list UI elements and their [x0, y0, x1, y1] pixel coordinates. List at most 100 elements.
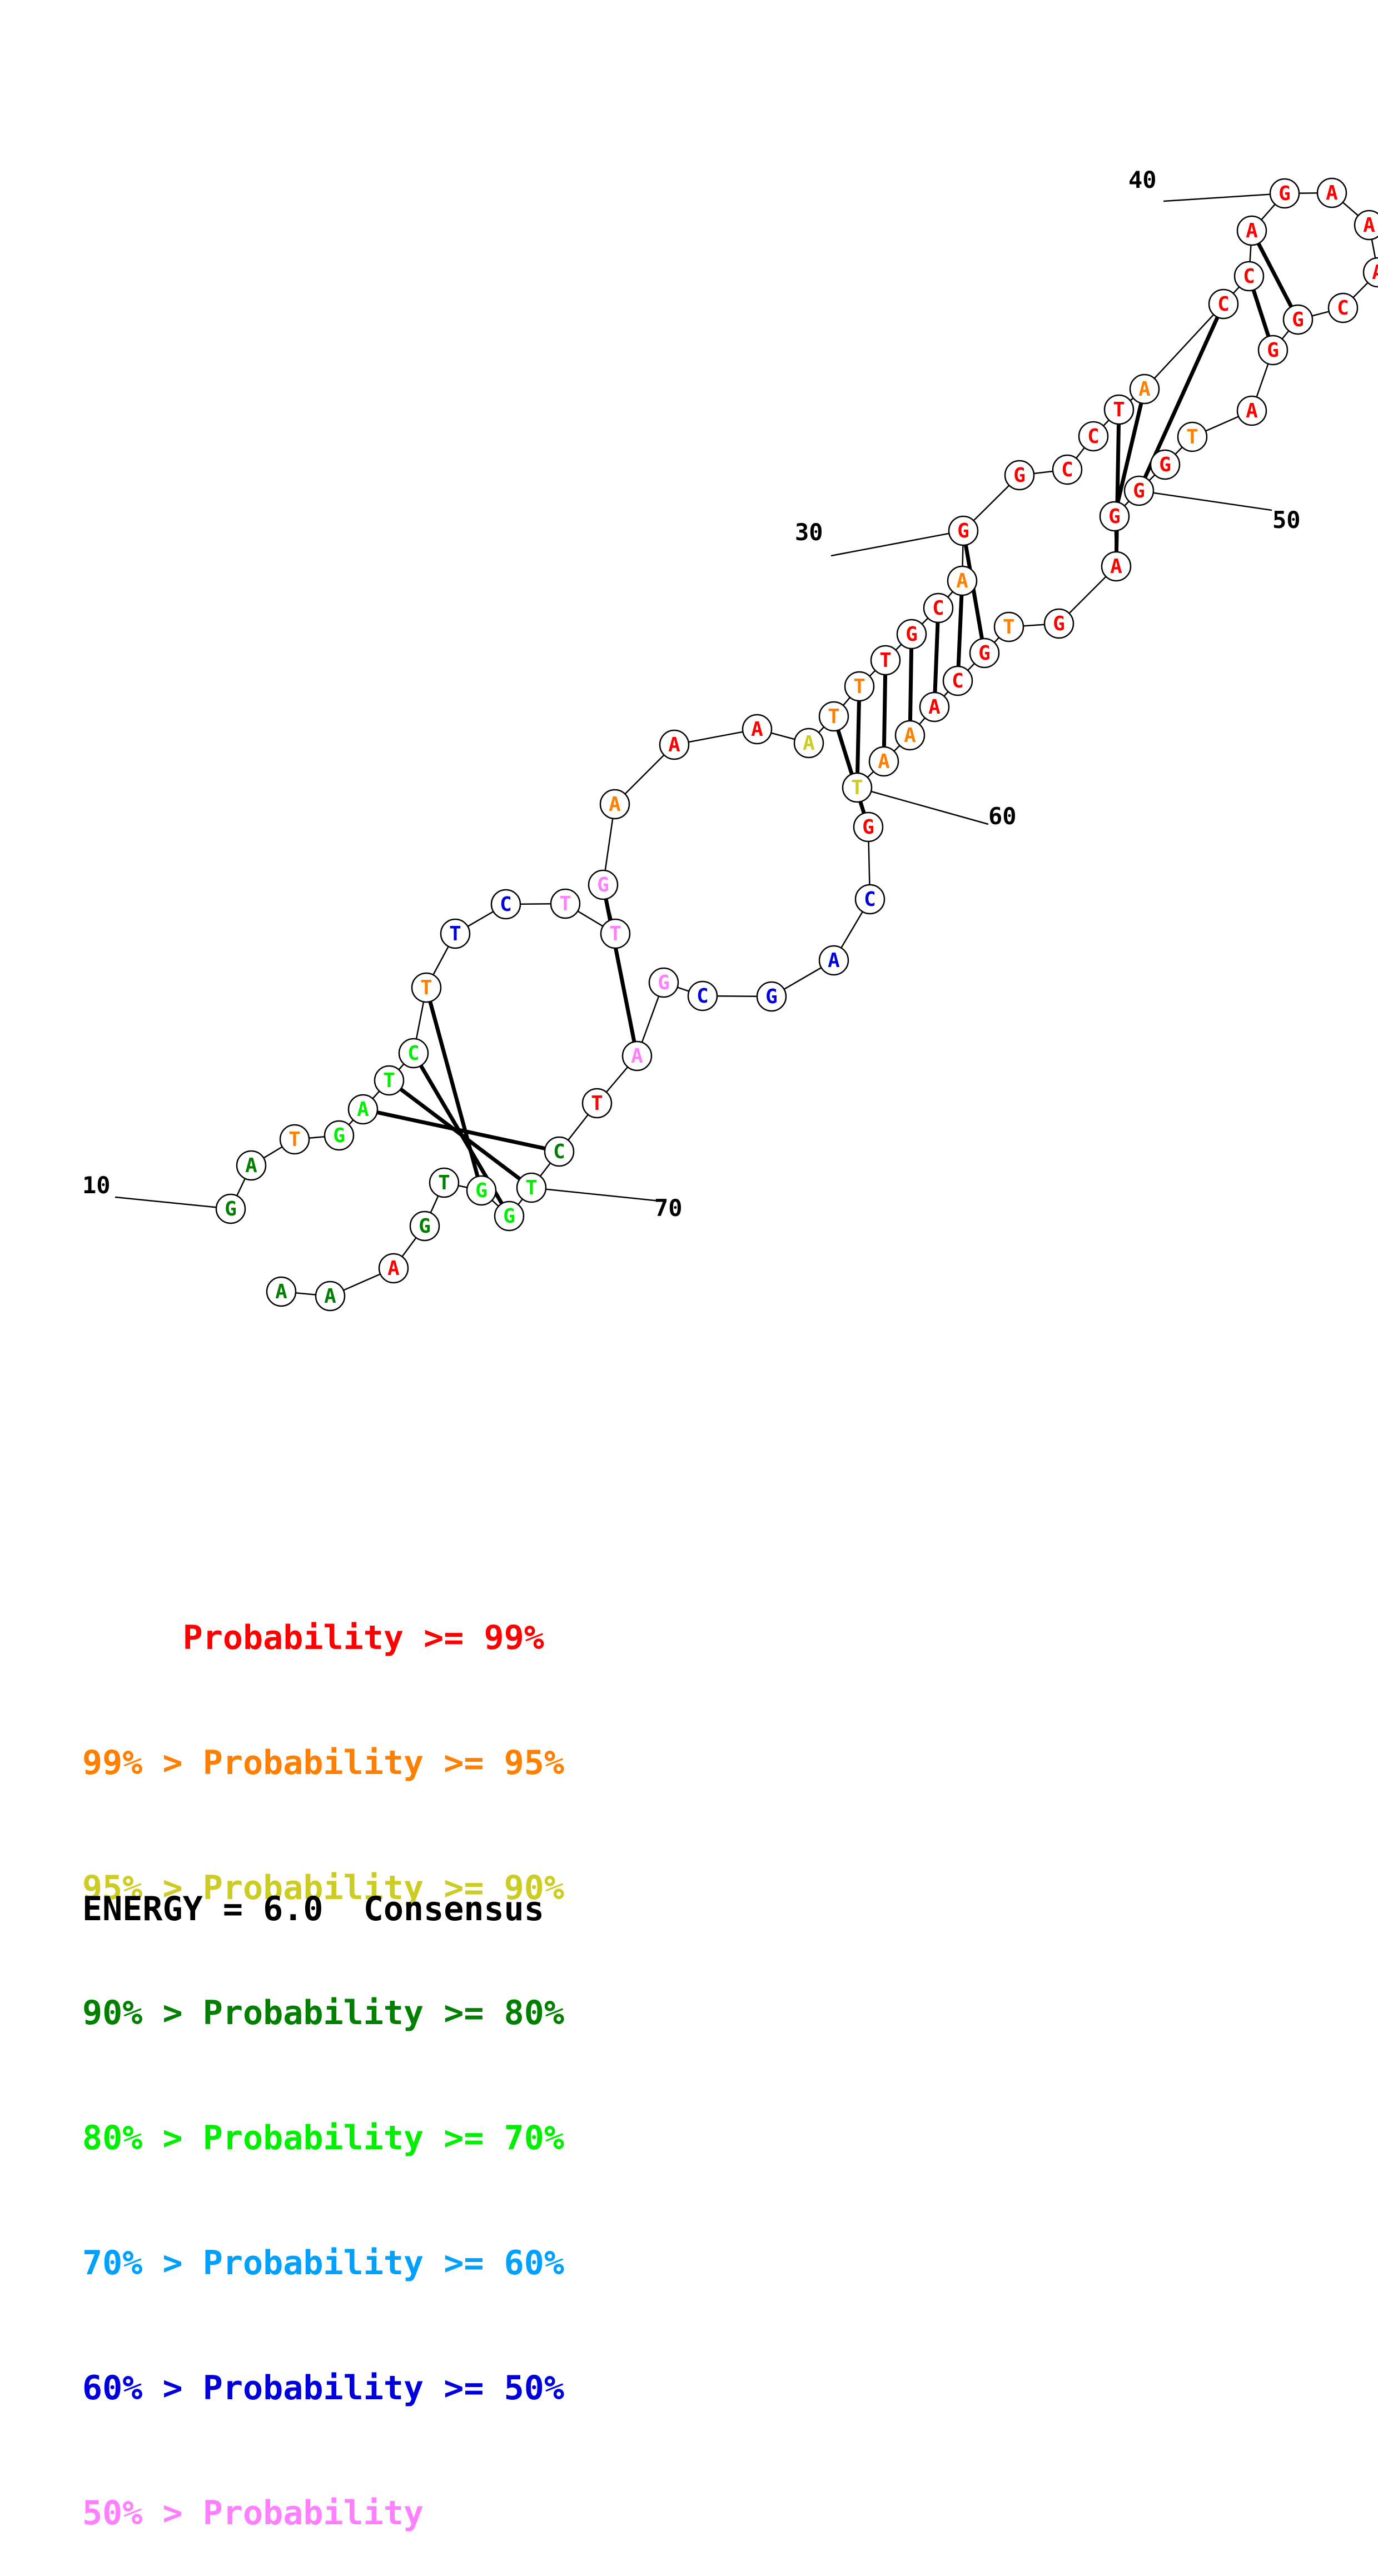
backbone-segment: [1144, 303, 1224, 390]
nucleotide: A: [1236, 395, 1267, 426]
nucleotide: G: [588, 869, 619, 900]
nucleotide-circle: [1103, 394, 1135, 425]
nucleotide-letter: A: [387, 1257, 400, 1280]
nucleotide-letter: A: [275, 1280, 287, 1303]
base-pair-bond: [1112, 388, 1147, 517]
nucleotide-letter: A: [751, 718, 763, 741]
base-pair-bond: [961, 530, 987, 654]
nucleotide: A: [947, 565, 978, 596]
nucleotide: G: [969, 637, 1000, 669]
nucleotide: G: [756, 981, 787, 1012]
nucleotide-letter: T: [559, 893, 571, 915]
nucleotide-letter: C: [1061, 459, 1073, 481]
nucleotide-circle: [544, 1136, 575, 1167]
nucleotide: C: [854, 884, 885, 915]
nucleotide-circle: [1043, 608, 1074, 639]
nucleotide: T: [1177, 421, 1208, 452]
nucleotide: A: [894, 720, 926, 751]
nucleotide-circle: [398, 1038, 429, 1069]
nucleotide-circle: [600, 918, 631, 949]
nucleotide: A: [621, 1040, 653, 1072]
position-label: 70: [654, 1194, 683, 1222]
nucleotide-circle: [923, 592, 954, 624]
nucleotide-circle: [1233, 261, 1265, 292]
nucleotide: A: [742, 714, 773, 745]
nucleotide-circle: [1327, 292, 1359, 323]
nucleotide: T: [429, 1167, 460, 1198]
nucleotide: A: [793, 728, 824, 759]
nucleotide-circle: [599, 789, 630, 820]
nucleotide-letter: C: [697, 985, 709, 1008]
nucleotide-circle: [490, 889, 521, 920]
legend-entry: 90% > Probability >= 80%: [82, 1994, 564, 2032]
nucleotide: A: [919, 691, 950, 723]
nucleotide: T: [516, 1172, 547, 1203]
nucleotide-letter: G: [475, 1179, 487, 1202]
energy-label: ENERGY = 6.0 Consensus: [82, 1890, 544, 1929]
legend-entry: 60% > Probability >= 50%: [82, 2369, 564, 2408]
base-pair-bond: [956, 580, 964, 681]
nucleotide-letter: A: [1363, 214, 1375, 237]
nucleotide: A: [315, 1280, 346, 1312]
nucleotide-letter: C: [407, 1042, 420, 1065]
nucleotide-circle: [854, 884, 885, 915]
nucleotide-circle: [919, 691, 950, 723]
nucleotide-circle: [215, 1193, 246, 1224]
nucleotide-circle: [266, 1276, 297, 1307]
nucleotide-circle: [236, 1150, 267, 1181]
nucleotide-circle: [818, 701, 849, 732]
nucleotide: T: [279, 1124, 310, 1155]
nucleotide-nodes: GATGATCTTCTTGAAAATTTGCAGGCCTACCAGAAACGGA…: [215, 177, 1378, 1312]
nucleotide-letter: G: [1278, 182, 1291, 205]
nucleotide-letter: T: [1113, 398, 1125, 421]
base-pair-bond: [855, 686, 862, 788]
nucleotide: G: [1282, 304, 1314, 335]
nucleotide: A: [599, 789, 630, 820]
nucleotide-letter: G: [1133, 480, 1145, 502]
nucleotide: T: [550, 888, 581, 919]
nucleotide-letter: C: [553, 1140, 565, 1163]
nucleotide-circle: [993, 611, 1024, 642]
nucleotide-circle: [687, 980, 718, 1012]
nucleotide-letter: G: [765, 985, 778, 1008]
nucleotide: C: [1052, 454, 1083, 485]
nucleotide-letter: G: [862, 816, 874, 839]
nucleotide-letter: A: [609, 793, 621, 816]
nucleotide: G: [324, 1120, 355, 1151]
nucleotide-letter: T: [591, 1092, 603, 1115]
nucleotide-letter: T: [1186, 426, 1198, 449]
nucleotide-circle: [1316, 177, 1347, 208]
position-label: 10: [82, 1172, 111, 1199]
nucleotide: G: [215, 1193, 246, 1224]
nucleotide-circle: [1078, 421, 1109, 452]
nucleotide: A: [659, 729, 690, 760]
nucleotide-circle: [659, 729, 690, 760]
nucleotide-letter: A: [357, 1098, 369, 1121]
nucleotide-letter: T: [525, 1177, 538, 1199]
nucleotide-letter: G: [225, 1198, 237, 1220]
nucleotide-letter: C: [1243, 265, 1255, 288]
nucleotide-circle: [948, 515, 979, 546]
nucleotide-letter: T: [851, 776, 863, 799]
nucleotide: A: [1354, 210, 1378, 241]
legend-entry: 80% > Probability >= 70%: [82, 2119, 564, 2158]
nucleotide-circle: [1208, 288, 1239, 320]
nucleotide-circle: [1236, 215, 1267, 246]
position-label: 50: [1272, 506, 1301, 534]
nucleotide: T: [818, 701, 849, 732]
nucleotide-circle: [818, 945, 849, 976]
nucleotide-letter: G: [978, 642, 991, 665]
nucleotide-letter: A: [1246, 400, 1258, 422]
nucleotide-letter: G: [1159, 454, 1171, 476]
nucleotide-circle: [1354, 210, 1378, 241]
nucleotide: A: [236, 1150, 267, 1181]
nucleotide-circle: [1129, 373, 1160, 405]
nucleotide-circle: [440, 918, 471, 949]
nucleotide: A: [1236, 215, 1267, 246]
nucleotide-circle: [756, 981, 787, 1012]
nucleotide: G: [1043, 608, 1074, 639]
nucleotide-letter: G: [1053, 612, 1065, 635]
nucleotide: C: [942, 665, 973, 696]
nucleotide-letter: T: [1003, 616, 1015, 639]
